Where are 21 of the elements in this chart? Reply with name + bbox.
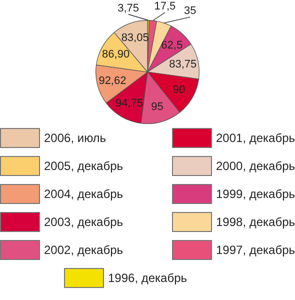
- legend-label: 1999, декабрь: [216, 187, 295, 201]
- legend-label: 1998, декабрь: [216, 215, 295, 229]
- legend-label: 2002, декабрь: [44, 243, 124, 257]
- data-label: 94,75: [116, 97, 144, 110]
- data-label: 90: [172, 84, 186, 96]
- data-label: 83,75: [169, 58, 197, 70]
- legend-label: 2003, декабрь: [44, 215, 124, 229]
- legend-label: 2004, декабрь: [44, 187, 124, 201]
- legend-label: 2001, декабрь: [216, 131, 295, 145]
- data-label: 35: [184, 5, 196, 18]
- data-label: 95: [151, 100, 164, 113]
- data-label: 62,5: [161, 39, 183, 52]
- data-label: 17,5: [154, 0, 176, 13]
- data-label: 92,62: [98, 75, 126, 88]
- legend-label: 1996, декабрь: [108, 271, 188, 285]
- data-label: 3,75: [118, 2, 140, 14]
- legend-label: 1997, декабрь: [216, 243, 295, 257]
- legend-label: 2000, декабрь: [216, 159, 295, 173]
- legend-label: 2006, июль: [44, 131, 106, 145]
- legend-label: 2005, декабрь: [44, 159, 124, 173]
- data-label: 86,90: [102, 48, 130, 61]
